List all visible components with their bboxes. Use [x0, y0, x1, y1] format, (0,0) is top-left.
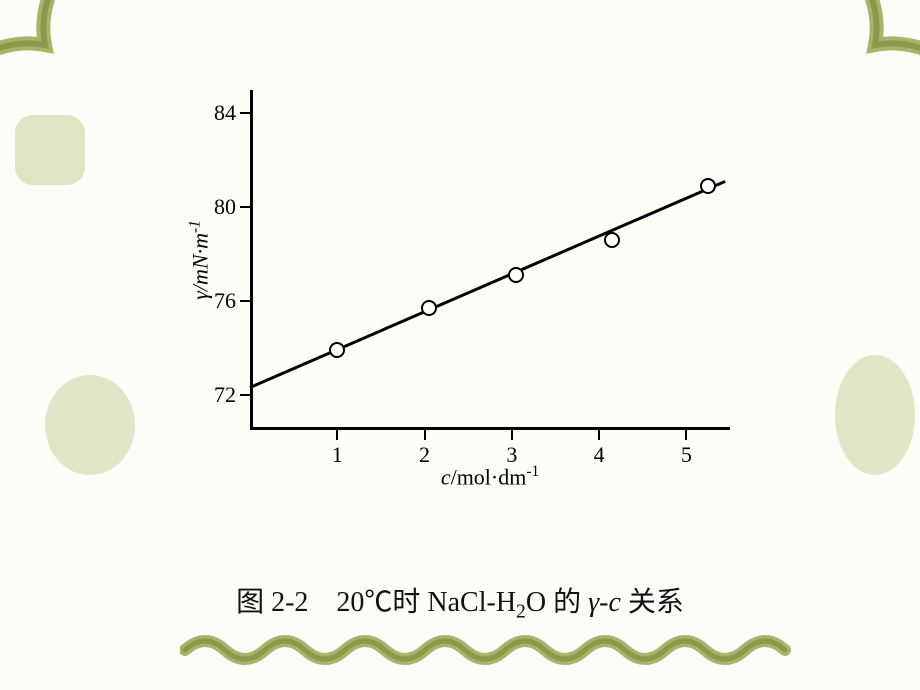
bottom-border-decoration: [180, 630, 800, 670]
y-tick-label: 84: [214, 100, 250, 126]
y-axis: [250, 90, 253, 430]
corner-top-right-decoration: [810, 0, 920, 110]
x-tick-label: 4: [594, 430, 605, 468]
figure-caption: 图 2-2 20℃时 NaCl-H2O 的 γ-c 关系: [0, 580, 920, 624]
x-tick-label: 1: [332, 430, 343, 468]
x-tick-label: 2: [419, 430, 430, 468]
y-tick-label: 72: [214, 382, 250, 408]
data-point: [329, 342, 345, 358]
y-axis-title: γ/mN·m-1: [186, 220, 213, 300]
x-axis-title: c/mol·dm-1: [441, 463, 539, 490]
data-point: [508, 267, 524, 283]
y-tick-label: 80: [214, 194, 250, 220]
blotch-decoration-2: [40, 370, 140, 480]
corner-top-left-decoration: [0, 0, 110, 110]
y-tick-label: 76: [214, 288, 250, 314]
blotch-decoration-1: [10, 110, 100, 200]
blotch-decoration-3: [830, 350, 920, 480]
fit-line: [249, 180, 726, 389]
surface-tension-chart: γ/mN·m-1 c/mol·dm-1 72 76 80 84 1 2 3 4 5: [170, 80, 750, 490]
data-point: [421, 300, 437, 316]
data-point: [604, 232, 620, 248]
x-tick-label: 3: [506, 430, 517, 468]
x-axis: [250, 427, 730, 430]
plot-box: γ/mN·m-1 c/mol·dm-1 7276808412345: [250, 90, 730, 430]
x-tick-label: 5: [681, 430, 692, 468]
data-point: [700, 178, 716, 194]
